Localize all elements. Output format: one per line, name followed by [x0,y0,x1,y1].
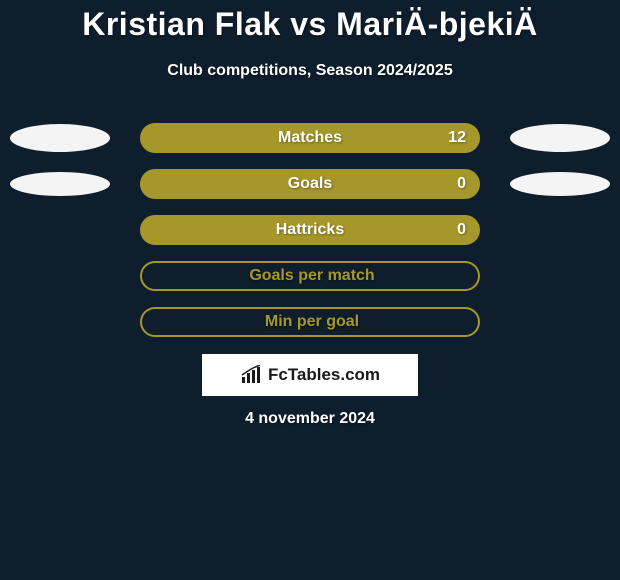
stat-label: Min per goal [142,313,482,331]
player-right-ellipse [510,172,610,196]
stat-pill-hattricks: Hattricks 0 [140,215,480,245]
stat-row-goals-per-match: Goals per match [0,261,620,291]
stat-value: 0 [457,221,466,239]
stat-row-goals: Goals 0 [0,169,620,199]
stat-pill-goals-per-match: Goals per match [140,261,480,291]
stat-label: Goals [140,175,480,193]
stat-label: Matches [140,129,480,147]
stat-pill-matches: Matches 12 [140,123,480,153]
brand-badge: FcTables.com [202,354,418,396]
page-subtitle: Club competitions, Season 2024/2025 [0,62,620,80]
infographic-date: 4 november 2024 [0,410,620,428]
brand-text: FcTables.com [268,365,380,385]
comparison-infographic: Kristian Flak vs MariÄ-bjekiÄ Club compe… [0,0,620,580]
brand-chart-icon [240,365,264,385]
stat-label: Hattricks [140,221,480,239]
stat-row-matches: Matches 12 [0,123,620,153]
stat-pill-min-per-goal: Min per goal [140,307,480,337]
stat-value: 0 [457,175,466,193]
page-title: Kristian Flak vs MariÄ-bjekiÄ [0,6,620,43]
player-left-ellipse [10,172,110,196]
player-left-ellipse [10,124,110,152]
stat-row-min-per-goal: Min per goal [0,307,620,337]
stat-label: Goals per match [142,267,482,285]
stat-row-hattricks: Hattricks 0 [0,215,620,245]
stat-value: 12 [448,129,466,147]
stat-pill-goals: Goals 0 [140,169,480,199]
player-right-ellipse [510,124,610,152]
